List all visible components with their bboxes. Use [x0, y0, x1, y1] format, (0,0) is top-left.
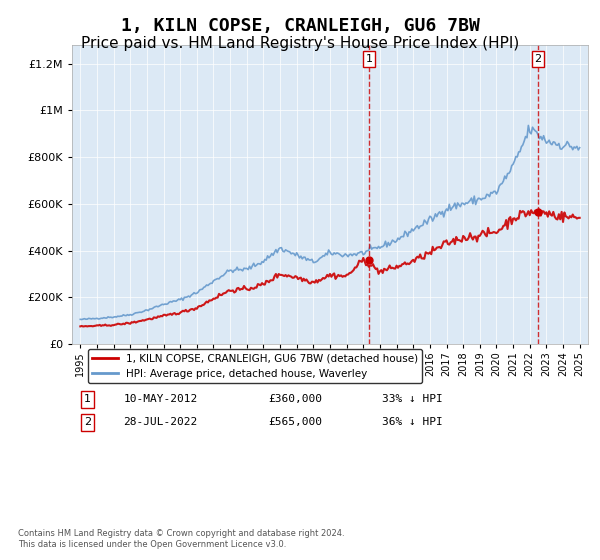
Text: £565,000: £565,000	[268, 417, 322, 427]
Text: 2: 2	[535, 54, 542, 64]
Text: 36% ↓ HPI: 36% ↓ HPI	[382, 417, 442, 427]
Text: 10-MAY-2012: 10-MAY-2012	[124, 394, 198, 404]
Text: Price paid vs. HM Land Registry's House Price Index (HPI): Price paid vs. HM Land Registry's House …	[81, 36, 519, 52]
Legend: 1, KILN COPSE, CRANLEIGH, GU6 7BW (detached house), HPI: Average price, detached: 1, KILN COPSE, CRANLEIGH, GU6 7BW (detac…	[88, 349, 422, 383]
Text: 2: 2	[84, 417, 91, 427]
Text: 1: 1	[84, 394, 91, 404]
Text: 1: 1	[365, 54, 373, 64]
Text: 1, KILN COPSE, CRANLEIGH, GU6 7BW: 1, KILN COPSE, CRANLEIGH, GU6 7BW	[121, 17, 479, 35]
Text: Contains HM Land Registry data © Crown copyright and database right 2024.
This d: Contains HM Land Registry data © Crown c…	[18, 529, 344, 549]
Text: 33% ↓ HPI: 33% ↓ HPI	[382, 394, 442, 404]
Text: £360,000: £360,000	[268, 394, 322, 404]
Text: 28-JUL-2022: 28-JUL-2022	[124, 417, 198, 427]
